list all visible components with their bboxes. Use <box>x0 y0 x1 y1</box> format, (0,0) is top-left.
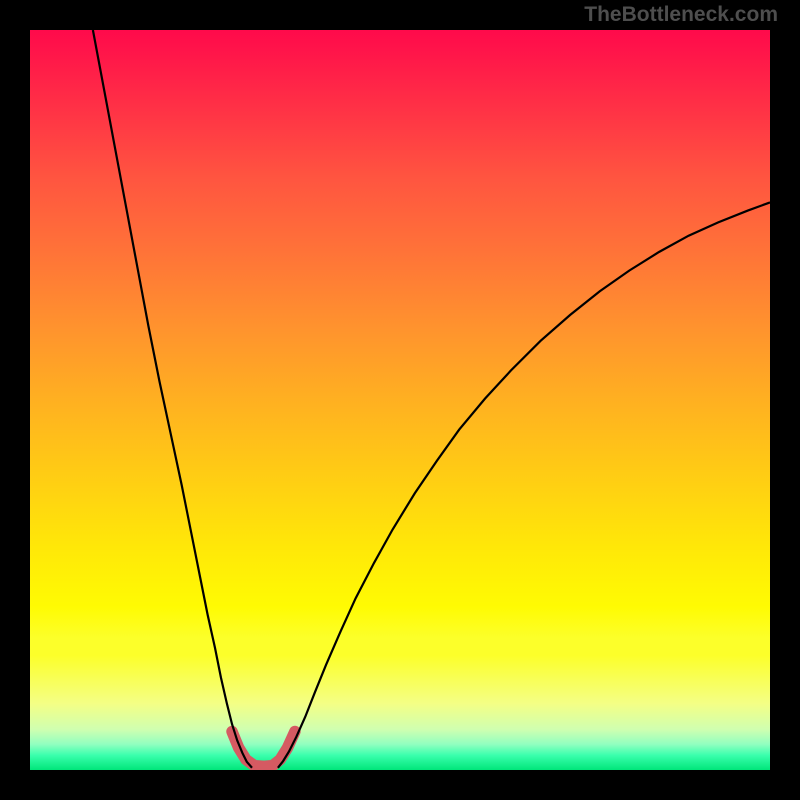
attribution-text: TheBottleneck.com <box>584 3 778 27</box>
bottleneck-chart <box>30 30 770 770</box>
frame-border-bottom <box>0 770 800 800</box>
frame-border-left <box>0 0 30 800</box>
frame-border-right <box>770 0 800 800</box>
gradient-background <box>30 30 770 770</box>
